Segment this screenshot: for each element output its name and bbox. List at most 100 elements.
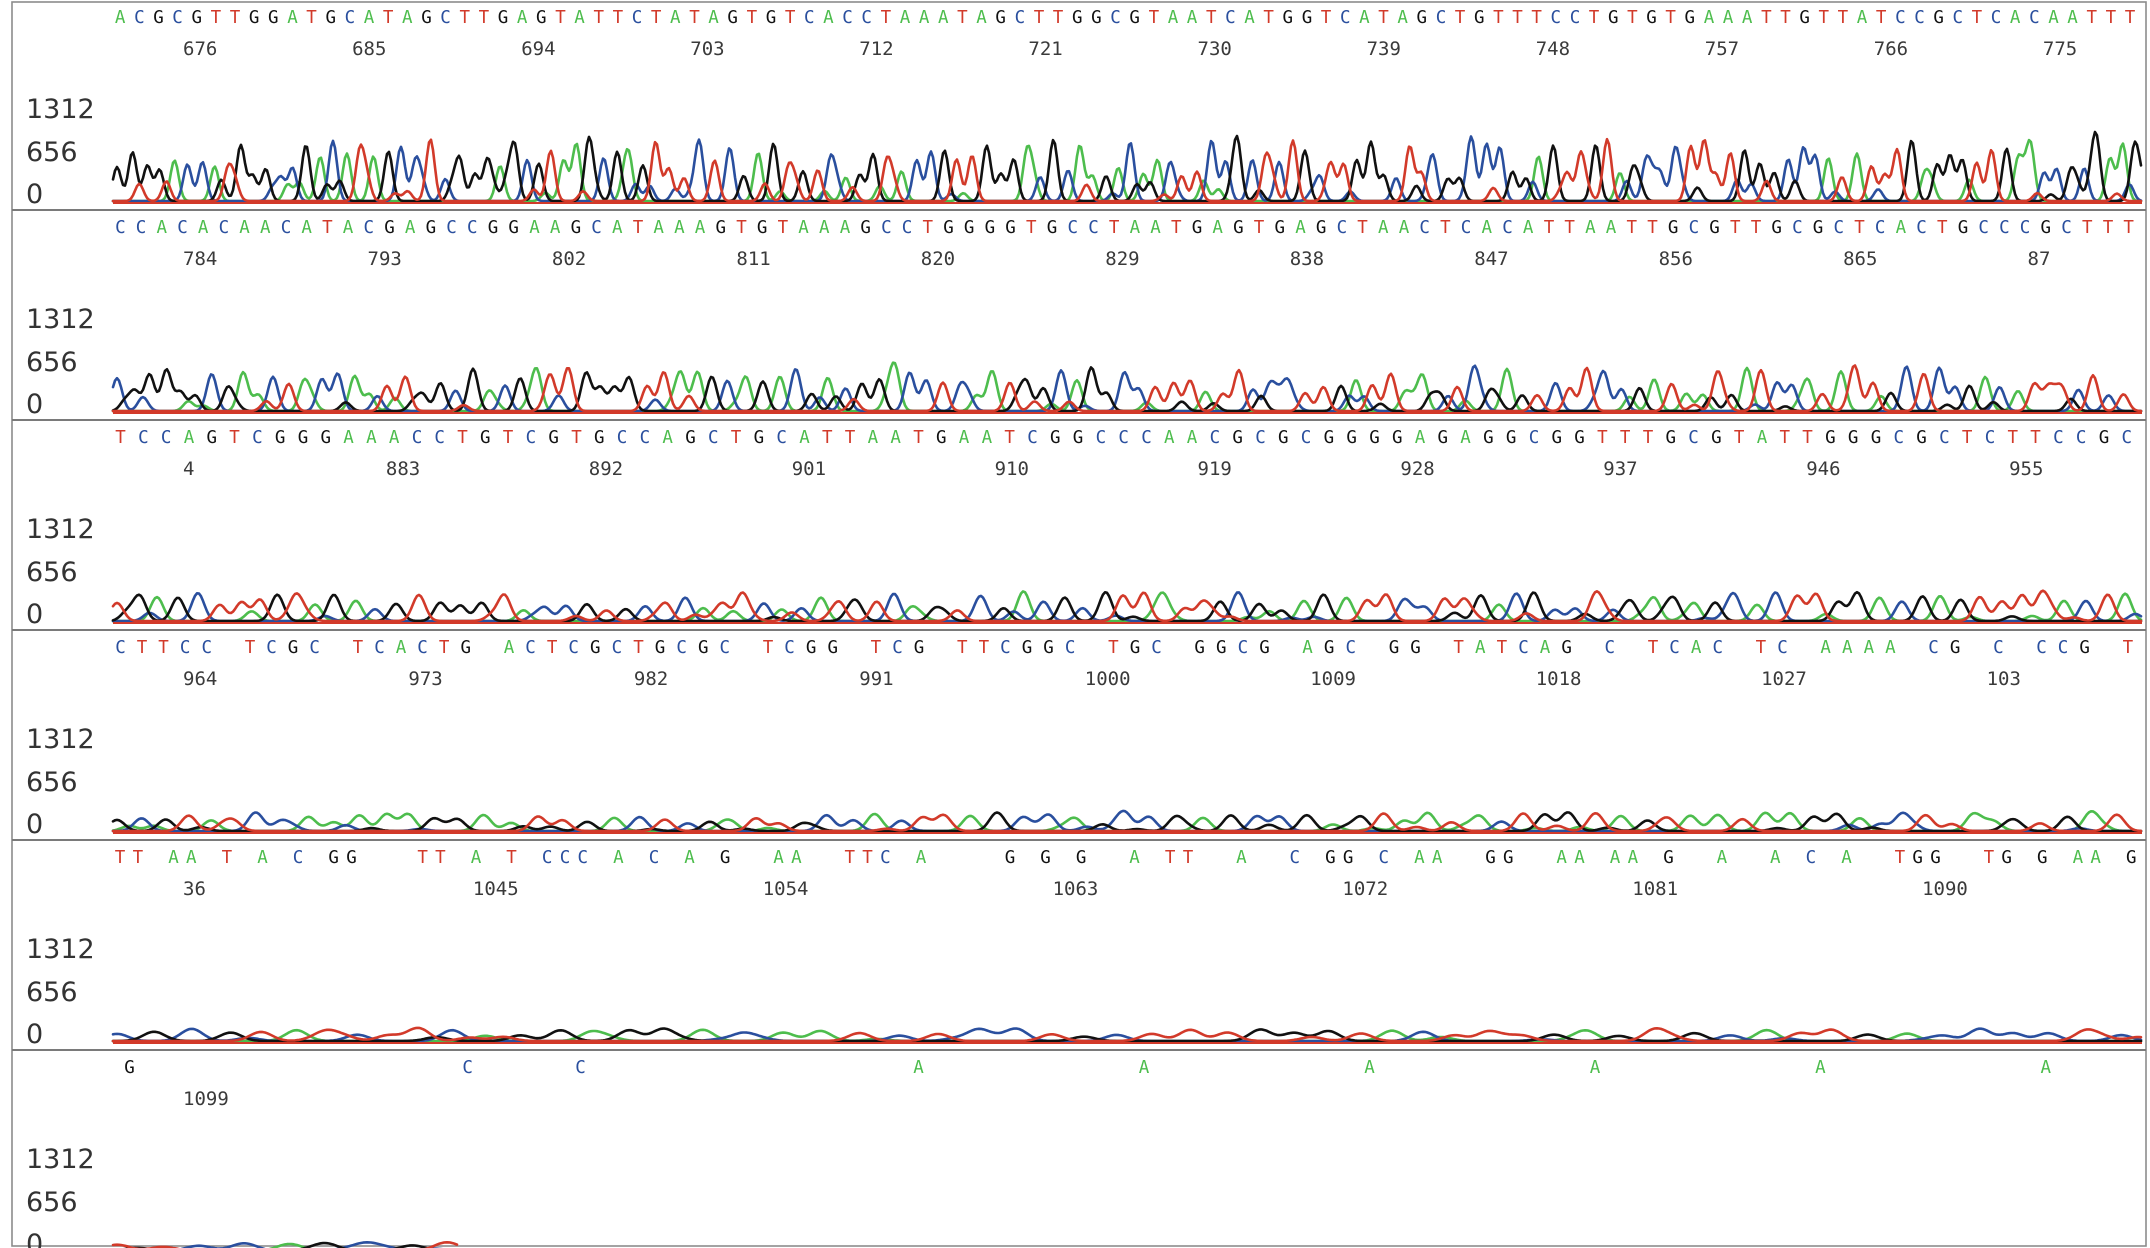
base-call-letter: G bbox=[860, 218, 871, 238]
base-call-letter: G bbox=[124, 1058, 135, 1078]
base-call-letter: A bbox=[1820, 638, 1831, 658]
base-call-letter: A bbox=[184, 428, 195, 448]
position-label: 829 bbox=[1105, 248, 1139, 270]
base-call-letter: C bbox=[1688, 428, 1699, 448]
base-call-letter: T bbox=[1453, 638, 1464, 658]
base-call-letter: G bbox=[1325, 848, 1336, 868]
base-call-letter: A bbox=[662, 428, 673, 448]
base-call-letter: C bbox=[440, 8, 451, 28]
base-call-letter: T bbox=[1665, 8, 1676, 28]
y-tick-label: 1312 bbox=[26, 934, 95, 965]
base-call-letter: T bbox=[2008, 428, 2019, 448]
base-call-letter: G bbox=[1871, 428, 1882, 448]
base-call-letter: G bbox=[328, 848, 339, 868]
position-label: 87 bbox=[2028, 248, 2051, 270]
base-call-letter: T bbox=[115, 848, 126, 868]
base-call-letter: A bbox=[773, 848, 784, 868]
position-label: 910 bbox=[995, 458, 1029, 480]
base-call-letter: C bbox=[1953, 8, 1964, 28]
base-call-letter: G bbox=[995, 8, 1006, 28]
position-label: 964 bbox=[183, 668, 217, 690]
base-call-letter: T bbox=[137, 638, 148, 658]
base-call-letter: A bbox=[1770, 848, 1781, 868]
base-call-letter: C bbox=[1301, 428, 1312, 448]
base-call-letter: C bbox=[720, 638, 731, 658]
base-call-letter: G bbox=[249, 8, 260, 28]
base-call-letter: A bbox=[684, 848, 695, 868]
base-call-letter: C bbox=[1141, 428, 1152, 448]
base-call-letter: A bbox=[1139, 1058, 1150, 1078]
base-call-letter: C bbox=[1928, 638, 1939, 658]
base-call-letter: A bbox=[791, 848, 802, 868]
base-call-letter: G bbox=[1091, 8, 1102, 28]
base-call-letter: G bbox=[1848, 428, 1859, 448]
base-call-letter: T bbox=[1802, 428, 1813, 448]
base-call-letter: C bbox=[1777, 638, 1788, 658]
base-call-letter: G bbox=[1346, 428, 1357, 448]
position-label: 1063 bbox=[1053, 878, 1099, 900]
position-label: 685 bbox=[352, 38, 386, 60]
base-call-letter: T bbox=[594, 8, 605, 28]
base-call-letter: T bbox=[439, 638, 450, 658]
base-call-letter: A bbox=[517, 8, 528, 28]
base-call-letter: A bbox=[1187, 8, 1198, 28]
base-call-letter: T bbox=[1149, 8, 1160, 28]
base-call-letter: A bbox=[1168, 8, 1179, 28]
base-call-letter: T bbox=[571, 428, 582, 448]
base-call-letter: A bbox=[1414, 848, 1425, 868]
base-call-letter: T bbox=[245, 638, 256, 658]
base-call-letter: T bbox=[1493, 8, 1504, 28]
base-call-letter: G bbox=[1050, 428, 1061, 448]
base-call-letter: G bbox=[1130, 638, 1141, 658]
base-call-letter: G bbox=[1561, 638, 1572, 658]
base-call-letter: G bbox=[326, 8, 337, 28]
base-call-letter: G bbox=[727, 8, 738, 28]
base-call-letter: T bbox=[353, 638, 364, 658]
y-tick-label: 656 bbox=[26, 767, 78, 798]
base-call-letter: A bbox=[1164, 428, 1175, 448]
base-call-letter: C bbox=[2058, 638, 2069, 658]
base-call-letter: A bbox=[168, 848, 179, 868]
base-call-letter: G bbox=[1389, 638, 1400, 658]
base-call-letter: T bbox=[222, 848, 233, 868]
base-call-letter: A bbox=[405, 218, 416, 238]
base-call-letter: G bbox=[1646, 8, 1657, 28]
position-label: 982 bbox=[634, 668, 668, 690]
y-tick-label: 0 bbox=[26, 1019, 43, 1050]
base-call-letter: G bbox=[1506, 428, 1517, 448]
base-call-letter: A bbox=[1757, 428, 1768, 448]
base-call-letter: A bbox=[1896, 218, 1907, 238]
base-call-letter: A bbox=[890, 428, 901, 448]
base-call-letter: G bbox=[571, 218, 582, 238]
base-call-letter: A bbox=[916, 848, 927, 868]
base-call-letter: T bbox=[1643, 428, 1654, 448]
base-call-letter: T bbox=[1357, 218, 1368, 238]
base-call-letter: T bbox=[1780, 428, 1791, 448]
base-call-letter: T bbox=[2106, 8, 2117, 28]
base-call-letter: C bbox=[784, 638, 795, 658]
base-call-letter: G bbox=[828, 638, 839, 658]
position-label: 748 bbox=[1536, 38, 1570, 60]
base-call-letter: C bbox=[345, 8, 356, 28]
base-call-letter: C bbox=[1015, 8, 1026, 28]
y-tick-label: 1312 bbox=[26, 1144, 95, 1175]
base-call-letter: G bbox=[655, 638, 666, 658]
base-call-letter: G bbox=[1799, 8, 1810, 28]
base-call-letter: A bbox=[913, 1058, 924, 1078]
base-call-letter: A bbox=[1590, 1058, 1601, 1078]
base-call-letter: G bbox=[1275, 218, 1286, 238]
base-call-letter: G bbox=[153, 8, 164, 28]
position-label: 703 bbox=[690, 38, 724, 60]
base-call-letter: G bbox=[421, 8, 432, 28]
base-call-letter: T bbox=[1544, 218, 1555, 238]
position-label: 955 bbox=[2009, 458, 2043, 480]
base-call-letter: T bbox=[1263, 8, 1274, 28]
base-call-letter: C bbox=[252, 428, 263, 448]
base-call-letter: T bbox=[2125, 8, 2136, 28]
base-call-letter: C bbox=[219, 218, 230, 238]
base-call-letter: G bbox=[480, 428, 491, 448]
base-call-letter: C bbox=[861, 8, 872, 28]
base-call-letter: C bbox=[2053, 428, 2064, 448]
